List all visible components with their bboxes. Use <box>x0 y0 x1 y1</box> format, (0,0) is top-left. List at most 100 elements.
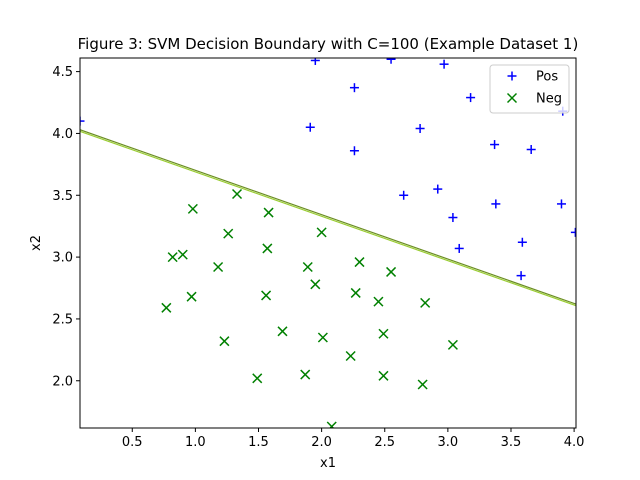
neg-point <box>354 257 365 268</box>
neg-point <box>186 291 197 302</box>
neg-point <box>420 297 431 308</box>
x-tick-label: 3.5 <box>501 435 522 450</box>
y-tick-label: 3.0 <box>52 251 73 266</box>
pos-point <box>433 184 443 194</box>
neg-point <box>213 261 224 273</box>
neg-point <box>300 369 311 380</box>
marker-stroke <box>177 249 188 260</box>
x-tick-label: 2.5 <box>374 435 395 450</box>
marker-stroke <box>386 266 397 277</box>
marker-stroke <box>300 369 311 380</box>
data-points-layer <box>80 58 576 428</box>
neg-point <box>302 261 313 273</box>
neg-point <box>316 227 327 238</box>
plot-area <box>80 58 576 428</box>
marker-stroke <box>350 287 361 298</box>
marker-stroke <box>506 92 518 104</box>
legend: Pos Neg <box>489 64 570 114</box>
marker-stroke <box>302 261 313 273</box>
marker-stroke <box>167 252 178 263</box>
neg-point <box>223 228 234 239</box>
marker-stroke <box>317 332 328 343</box>
decision-boundary-layer <box>80 129 576 307</box>
y-axis-label: x2 <box>29 235 44 251</box>
neg-point <box>378 328 389 339</box>
marker-stroke <box>261 290 272 301</box>
marker-stroke <box>378 328 389 339</box>
neg-point <box>350 287 361 298</box>
neg-point <box>417 379 428 390</box>
pos-point <box>415 123 425 133</box>
neg-point <box>261 290 272 301</box>
neg-point <box>386 266 397 277</box>
decision-boundary-line <box>80 130 576 307</box>
x-axis: 0.5 1.0 1.5 2.0 2.5 3.0 3.5 4.0 <box>122 428 585 450</box>
chart-title: Figure 3: SVM Decision Boundary with C=1… <box>78 35 579 53</box>
pos-point <box>517 237 527 247</box>
legend-neg-marker <box>506 92 518 104</box>
neg-point <box>263 207 274 218</box>
neg-point <box>326 421 337 428</box>
neg-point <box>232 188 243 200</box>
pos-point <box>491 199 501 209</box>
pos-point <box>516 271 526 281</box>
neg-point <box>177 249 188 260</box>
neg-point <box>277 326 288 337</box>
pos-point <box>310 58 320 65</box>
plot-frame <box>79 57 577 429</box>
marker-stroke <box>232 188 243 200</box>
y-axis: 2.0 2.5 3.0 3.5 4.0 4.5 <box>52 65 80 389</box>
marker-stroke <box>213 261 224 273</box>
pos-point <box>80 116 85 126</box>
marker-stroke <box>161 302 172 313</box>
marker-stroke <box>223 228 234 239</box>
neg-point <box>262 243 273 254</box>
legend-neg-label: Neg <box>536 92 562 107</box>
marker-stroke <box>354 257 365 268</box>
marker-stroke <box>263 207 274 218</box>
pos-point <box>349 83 359 93</box>
x-tick-label: 1.5 <box>248 435 269 450</box>
marker-stroke <box>378 370 389 381</box>
x-tick-label: 3.0 <box>438 435 459 450</box>
marker-stroke <box>447 339 458 350</box>
pos-point <box>454 243 464 253</box>
legend-pos-label: Pos <box>536 70 558 85</box>
neg-point <box>252 373 263 384</box>
marker-stroke <box>373 296 384 307</box>
y-tick-label: 4.0 <box>52 127 73 142</box>
pos-point <box>349 146 359 156</box>
neg-point <box>317 332 328 343</box>
marker-stroke <box>420 297 431 308</box>
pos-point <box>439 59 449 69</box>
x-tick-label: 1.0 <box>185 435 206 450</box>
x-tick-label: 2.0 <box>311 435 332 450</box>
decision-boundary-line <box>80 129 576 305</box>
pos-point <box>570 227 576 237</box>
y-tick-label: 3.5 <box>52 189 73 204</box>
neg-point <box>310 279 321 290</box>
neg-point <box>167 252 178 263</box>
neg-point <box>378 370 389 381</box>
x-tick-label: 4.0 <box>564 435 585 450</box>
marker-stroke <box>329 421 337 428</box>
pos-point <box>399 190 409 200</box>
y-tick-label: 2.0 <box>52 374 73 389</box>
marker-stroke <box>262 243 273 254</box>
marker-stroke <box>345 350 356 362</box>
marker-stroke <box>277 326 288 337</box>
neg-point <box>345 350 356 362</box>
x-tick-label: 0.5 <box>122 435 143 450</box>
neg-point <box>373 296 384 307</box>
marker-stroke <box>417 379 428 390</box>
y-tick-label: 4.5 <box>52 65 73 80</box>
neg-point <box>187 203 198 214</box>
y-tick-label: 2.5 <box>52 312 73 327</box>
marker-stroke <box>219 336 230 347</box>
pos-point <box>556 199 566 209</box>
pos-point <box>386 58 396 64</box>
neg-point <box>161 302 172 313</box>
neg-point <box>447 339 458 350</box>
pos-point <box>448 213 458 223</box>
